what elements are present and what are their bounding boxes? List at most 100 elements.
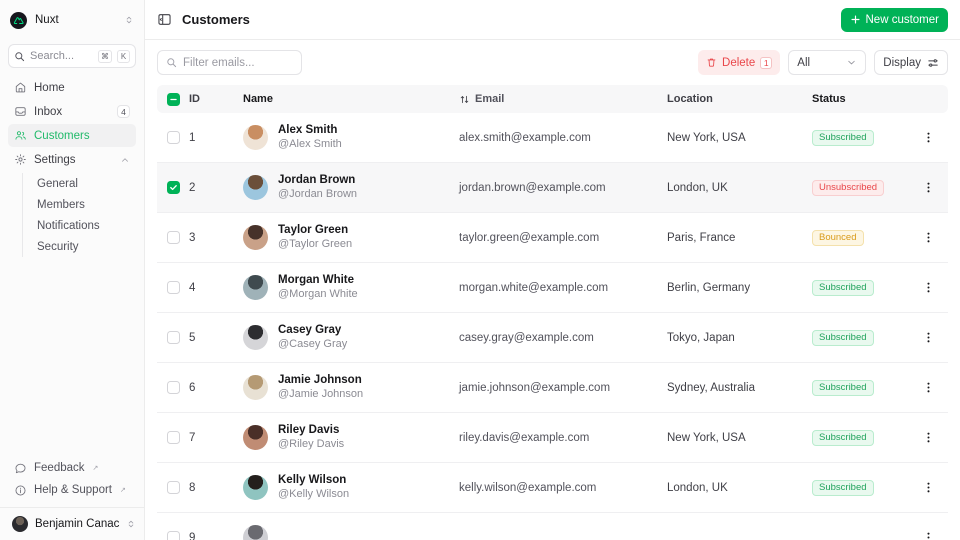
table-row[interactable]: 7 Riley Davis @Riley Davis riley.davis@exam…	[157, 413, 948, 463]
cell-location: Tokyo, Japan	[667, 331, 735, 344]
cell-email: kelly.wilson@example.com	[459, 481, 597, 494]
column-header-status[interactable]: Status	[812, 93, 846, 105]
cell-name: Alex Smith @Alex Smith	[243, 123, 459, 152]
ellipsis-vertical-icon[interactable]	[922, 481, 935, 494]
row-checkbox[interactable]	[167, 481, 180, 494]
search-icon	[14, 51, 25, 62]
sidebar-item-members[interactable]: Members	[33, 194, 136, 215]
footer-label: Feedback	[34, 462, 85, 474]
customer-name: Kelly Wilson	[278, 473, 347, 486]
avatar	[243, 275, 268, 300]
cell-name	[243, 525, 459, 540]
cell-id: 1	[189, 131, 196, 144]
customer-name: Morgan White	[278, 273, 355, 286]
row-checkbox[interactable]	[167, 231, 180, 244]
cell-status: Subscribed	[812, 129, 908, 146]
chevron-up-down-icon	[124, 15, 134, 25]
ellipsis-vertical-icon[interactable]	[922, 431, 935, 444]
user-menu[interactable]: Benjamin Canac	[0, 507, 144, 540]
cell-location: London, UK	[667, 481, 728, 494]
sidebar-item-feedback[interactable]: Feedback ↗	[8, 457, 136, 479]
cell-location: New York, USA	[667, 431, 746, 444]
inbox-icon	[14, 105, 27, 118]
user-name: Benjamin Canac	[35, 518, 120, 530]
table-row[interactable]: 2 Jordan Brown @Jordan Brown jordan.brown@e…	[157, 163, 948, 213]
avatar	[243, 225, 268, 250]
row-checkbox[interactable]	[167, 431, 180, 444]
table-row[interactable]: 9	[157, 513, 948, 540]
cell-status: Subscribed	[812, 379, 908, 396]
sidebar-item-general[interactable]: General	[33, 173, 136, 194]
cell-email: jordan.brown@example.com	[459, 181, 606, 194]
table-row[interactable]: 8 Kelly Wilson @Kelly Wilson kelly.wilson@e…	[157, 463, 948, 513]
avatar	[243, 525, 268, 540]
search-input[interactable]: Search... ⌘ K	[8, 44, 136, 68]
cell-actions	[908, 131, 948, 144]
cell-actions	[908, 281, 948, 294]
sidebar-item-security[interactable]: Security	[33, 236, 136, 257]
row-select-cell	[157, 231, 189, 244]
cell-email: casey.gray@example.com	[459, 331, 594, 344]
cell-status: Unsubscribed	[812, 179, 908, 196]
ellipsis-vertical-icon[interactable]	[922, 281, 935, 294]
customer-handle: @Jamie Johnson	[278, 388, 364, 401]
cell-email: morgan.white@example.com	[459, 281, 609, 294]
column-header-email[interactable]: Email	[459, 93, 667, 105]
cell-id: 8	[189, 481, 196, 494]
select-all-checkbox[interactable]	[167, 92, 180, 106]
row-checkbox[interactable]	[167, 381, 180, 394]
external-link-icon: ↗	[120, 487, 126, 494]
sub-item-label: Notifications	[37, 219, 100, 232]
status-filter-select[interactable]: All	[788, 50, 867, 75]
ellipsis-vertical-icon[interactable]	[922, 331, 935, 344]
panel-collapse-icon[interactable]	[157, 12, 172, 27]
row-checkbox[interactable]	[167, 181, 180, 194]
display-button[interactable]: Display	[874, 50, 948, 75]
filter-placeholder: Filter emails...	[183, 56, 255, 69]
avatar	[243, 125, 268, 150]
cell-name: Morgan White @Morgan White	[243, 273, 459, 302]
sidebar-nav: Home Inbox 4 Customers Settings	[0, 76, 144, 259]
column-header-id[interactable]: ID	[189, 93, 200, 105]
sidebar-item-label: Home	[34, 81, 65, 94]
table-row[interactable]: 4 Morgan White @Morgan White morgan.white@e…	[157, 263, 948, 313]
row-checkbox[interactable]	[167, 331, 180, 344]
cell-id: 3	[189, 231, 196, 244]
sidebar-item-home[interactable]: Home	[8, 76, 136, 99]
chevron-down-icon	[846, 57, 857, 68]
search-icon	[166, 57, 177, 68]
filter-emails-input[interactable]: Filter emails...	[157, 50, 302, 75]
new-customer-button[interactable]: New customer	[840, 7, 948, 32]
sidebar-item-notifications[interactable]: Notifications	[33, 215, 136, 236]
delete-button[interactable]: Delete 1	[698, 50, 781, 75]
table-body: 1 Alex Smith @Alex Smith alex.smith@example…	[157, 113, 948, 540]
cell-name: Jamie Johnson @Jamie Johnson	[243, 373, 459, 402]
sidebar-item-customers[interactable]: Customers	[8, 124, 136, 147]
ellipsis-vertical-icon[interactable]	[922, 531, 935, 540]
ellipsis-vertical-icon[interactable]	[922, 381, 935, 394]
row-select-cell	[157, 181, 189, 194]
column-header-location[interactable]: Location	[667, 93, 713, 105]
chevron-up-icon	[120, 155, 130, 165]
row-checkbox[interactable]	[167, 131, 180, 144]
sidebar-spacer	[0, 259, 144, 457]
ellipsis-vertical-icon[interactable]	[922, 181, 935, 194]
table-row[interactable]: 6 Jamie Johnson @Jamie Johnson jamie.johnso…	[157, 363, 948, 413]
sidebar-item-settings[interactable]: Settings	[8, 148, 136, 171]
table-row[interactable]: 5 Casey Gray @Casey Gray casey.gray@example…	[157, 313, 948, 363]
team-switcher[interactable]: Nuxt	[0, 0, 144, 40]
avatar	[12, 516, 28, 532]
row-checkbox[interactable]	[167, 531, 180, 540]
ellipsis-vertical-icon[interactable]	[922, 231, 935, 244]
customers-table: ID Name Email Location Status 1 Alex Smit…	[145, 85, 960, 540]
sidebar-item-inbox[interactable]: Inbox 4	[8, 100, 136, 123]
sidebar-item-help-support[interactable]: Help & Support ↗	[8, 479, 136, 501]
row-select-cell	[157, 281, 189, 294]
table-row[interactable]: 1 Alex Smith @Alex Smith alex.smith@example…	[157, 113, 948, 163]
table-row[interactable]: 3 Taylor Green @Taylor Green taylor.green@e…	[157, 213, 948, 263]
column-header-name[interactable]: Name	[243, 93, 273, 105]
sub-item-label: General	[37, 177, 78, 190]
row-checkbox[interactable]	[167, 281, 180, 294]
table-toolbar: Filter emails... Delete 1 All Display	[145, 40, 960, 85]
ellipsis-vertical-icon[interactable]	[922, 131, 935, 144]
